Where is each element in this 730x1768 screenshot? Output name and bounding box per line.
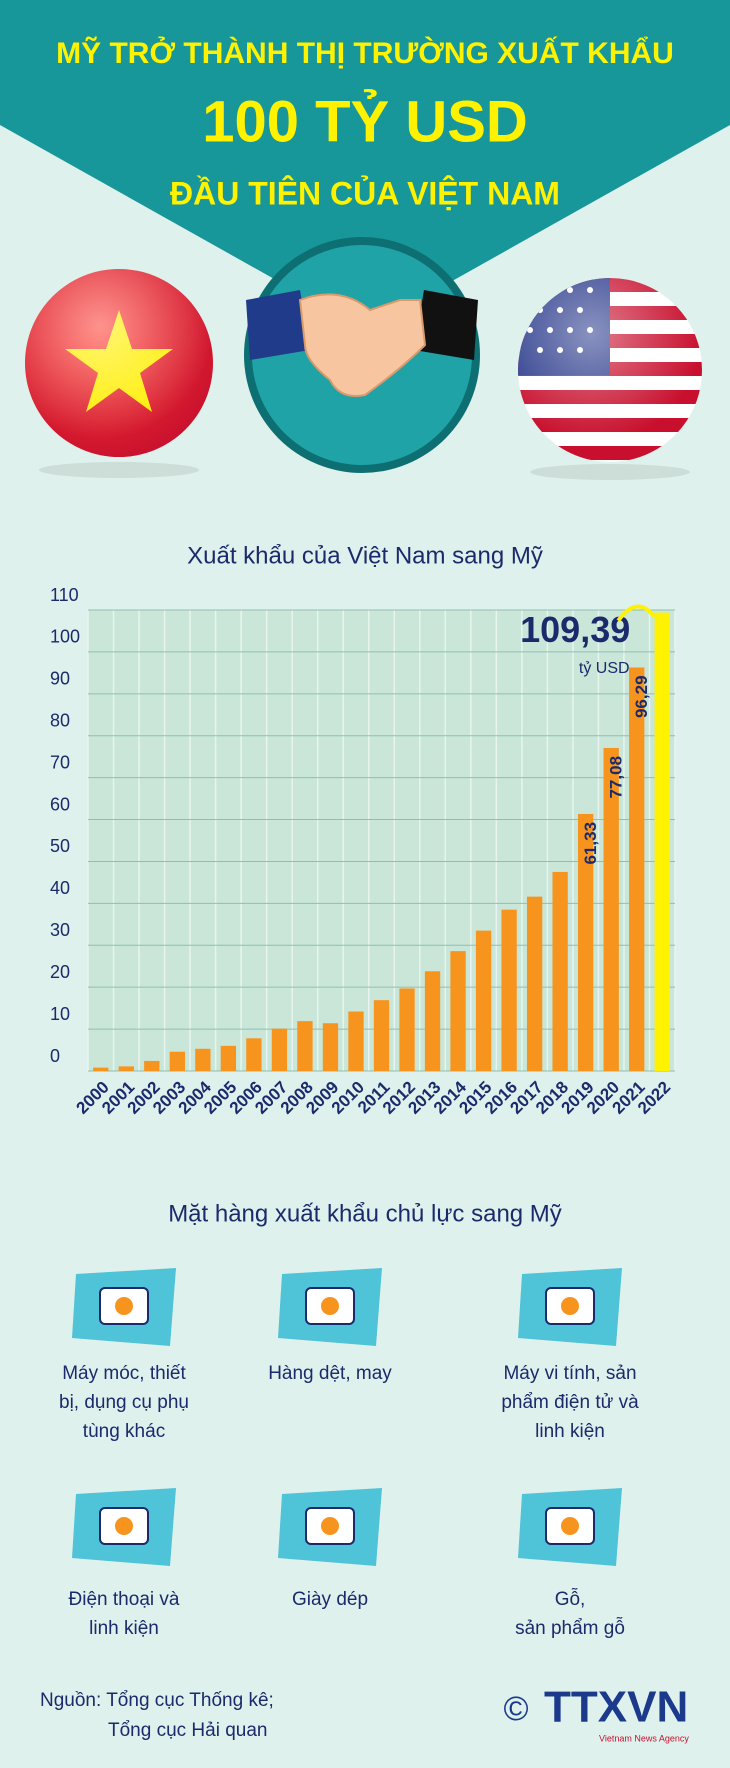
- products: Máy móc, thiết bị, dụng cụ phụ tùng khác Hà…: [59, 1268, 639, 1639]
- product-label: Điện thoại và: [69, 1589, 180, 1610]
- icon-detail: [321, 1517, 339, 1535]
- chart: 0102030405060708090100110200020012002200…: [50, 585, 676, 1118]
- icon-detail: [561, 1517, 579, 1535]
- y-tick-label: 80: [50, 710, 70, 730]
- bar: [373, 1000, 390, 1071]
- chart-title: Xuất khẩu của Việt Nam sang Mỹ: [187, 542, 543, 569]
- bar: [195, 1048, 211, 1071]
- y-tick-label: 70: [50, 752, 70, 772]
- product-label: Gỗ,: [555, 1588, 586, 1610]
- product-label: Máy vi tính, sản: [503, 1363, 636, 1384]
- title-main: 100 TỶ USD: [202, 89, 528, 154]
- product-label: sản phẩm gỗ: [515, 1617, 625, 1639]
- vietnam-flag: [25, 269, 213, 478]
- product-label: bị, dụng cụ phụ: [59, 1392, 189, 1413]
- value-label: 61,33: [581, 822, 600, 865]
- product-label: Máy móc, thiết: [62, 1363, 186, 1384]
- bar: [246, 1038, 262, 1071]
- product-label: tùng khác: [83, 1421, 165, 1442]
- y-tick-label: 0: [50, 1046, 60, 1066]
- bar: [552, 871, 568, 1071]
- y-tick-label: 30: [50, 920, 70, 940]
- product-label: linh kiện: [535, 1421, 605, 1442]
- product-label: Hàng dệt, may: [268, 1363, 392, 1384]
- source: Tổng cục Hải quan: [108, 1720, 268, 1741]
- bar: [348, 1011, 364, 1071]
- bar: [475, 930, 492, 1071]
- copyright: ©: [503, 1690, 528, 1728]
- y-tick-label: 40: [50, 878, 70, 898]
- value-label: 77,08: [607, 756, 626, 799]
- section-title: Mặt hàng xuất khẩu chủ lực sang Mỹ: [168, 1200, 562, 1227]
- bar: [93, 1067, 109, 1071]
- bar: [424, 971, 441, 1071]
- plot-area: [88, 610, 675, 1071]
- title-line: ĐẦU TIÊN CỦA VIỆT NAM: [170, 175, 560, 211]
- bar: [450, 951, 466, 1071]
- unit-label: tỷ USD: [579, 660, 630, 677]
- bar: [526, 896, 543, 1071]
- handshake: [244, 237, 480, 473]
- product-label: Giày dép: [292, 1589, 368, 1610]
- icon-detail: [561, 1297, 579, 1315]
- y-tick-label: 90: [50, 669, 70, 689]
- icon-detail: [115, 1297, 133, 1315]
- arrow: [616, 604, 656, 622]
- logo-subtitle: Vietnam News Agency: [599, 1733, 689, 1743]
- title-line: MỸ TRỞ THÀNH THỊ TRƯỜNG XUẤT KHẨU: [56, 36, 674, 70]
- icon-detail: [321, 1297, 339, 1315]
- bar: [169, 1051, 185, 1071]
- bar: [271, 1028, 288, 1071]
- y-tick-label: 20: [50, 962, 70, 982]
- bar: [603, 747, 619, 1071]
- bar: [144, 1060, 160, 1071]
- source: Nguồn: Tổng cục Thống kê;: [40, 1690, 274, 1711]
- bar: [578, 813, 594, 1071]
- header-band: [0, 0, 730, 330]
- bar: [629, 667, 645, 1071]
- y-tick-label: 100: [50, 627, 80, 647]
- y-tick-label: 60: [50, 794, 70, 814]
- us-flag: [518, 278, 702, 480]
- y-tick-label: 10: [50, 1004, 70, 1024]
- bar: [322, 1023, 339, 1071]
- logo: TTXVN: [544, 1683, 688, 1732]
- bar: [654, 612, 670, 1071]
- bar: [297, 1021, 313, 1071]
- y-tick-label: 110: [50, 585, 79, 605]
- product-label: phẩm điện tử và: [501, 1392, 639, 1413]
- icon-detail: [115, 1517, 133, 1535]
- bar: [399, 988, 415, 1071]
- value-label: 96,29: [632, 675, 651, 718]
- y-tick-label: 50: [50, 836, 70, 856]
- bar: [501, 909, 517, 1071]
- value-label: 109,39: [520, 609, 630, 650]
- bar: [118, 1066, 134, 1071]
- bar: [220, 1045, 237, 1071]
- product-label: linh kiện: [89, 1618, 159, 1639]
